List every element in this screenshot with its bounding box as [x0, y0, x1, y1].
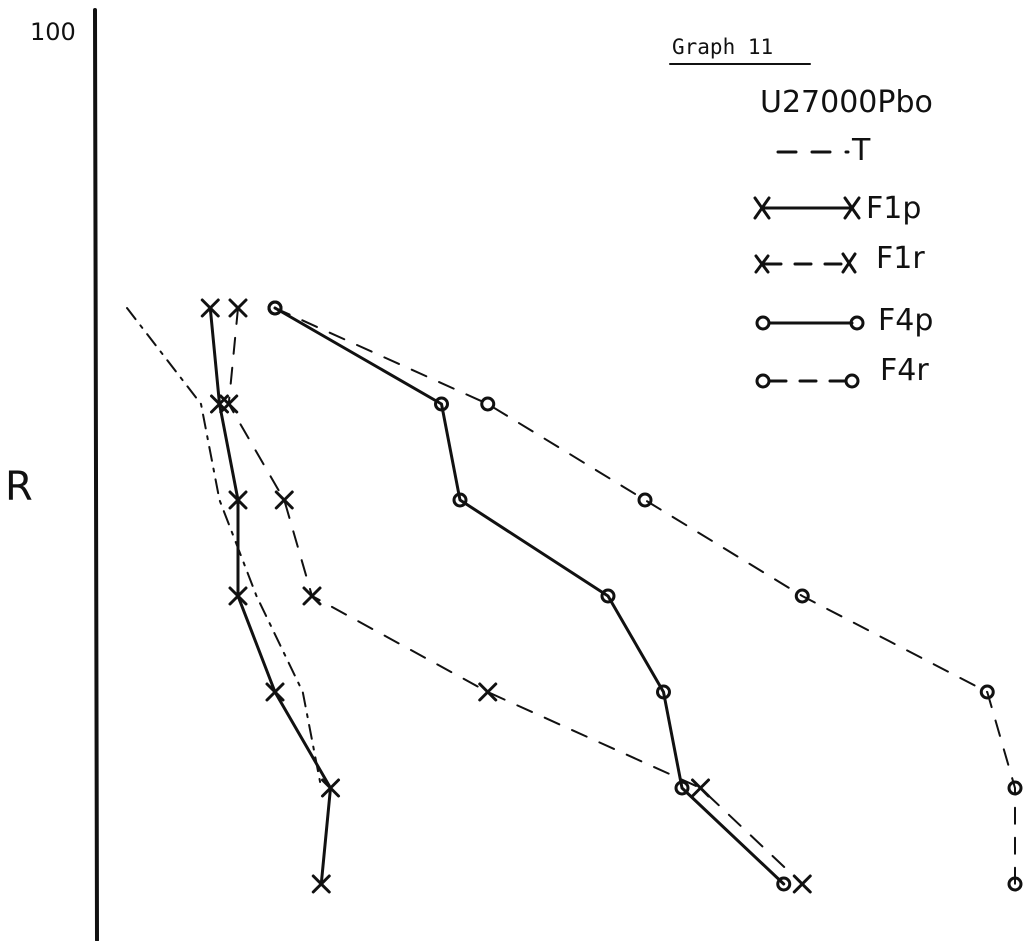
data-point-f4p-4	[600, 588, 616, 604]
legend-marker-f1p-a	[753, 196, 771, 220]
data-point-f4p-2	[434, 396, 449, 412]
data-point-f1r-5	[478, 682, 498, 702]
data-point-f1p-3	[228, 490, 248, 510]
y-axis-line	[93, 8, 99, 941]
legend-label-f4p: F4p	[878, 303, 933, 338]
data-point-f4r-7	[1007, 876, 1023, 892]
data-point-f1p-6	[321, 778, 340, 798]
data-point-f4r-3	[637, 492, 653, 508]
data-point-f4r-4	[794, 588, 810, 604]
data-point-f1p-4	[228, 586, 248, 606]
data-point-f4r-6	[1007, 780, 1023, 796]
data-point-f4p-5	[656, 684, 671, 700]
data-point-f1r-7	[792, 874, 812, 894]
chart-subtitle: U27000Pbo	[760, 85, 933, 120]
legend-marker-f1r-b	[841, 252, 857, 274]
data-point-f1r-2	[219, 394, 239, 414]
legend-marker-f4p-a	[755, 315, 771, 331]
legend-marker-f4p-b	[849, 315, 865, 331]
legend-label-f1r: F1r	[876, 241, 925, 276]
series-line-f4p	[273, 306, 786, 886]
legend-label-f1p: F1p	[866, 191, 921, 226]
data-point-f4r-1	[267, 300, 283, 316]
data-point-f1r-6	[691, 778, 710, 798]
series-line-f1r	[227, 307, 804, 885]
data-point-f4p-7	[776, 876, 792, 892]
data-point-f1p-7	[311, 874, 331, 894]
chart-title: Graph 11	[672, 35, 773, 59]
legend-label-f4r: F4r	[880, 353, 929, 388]
legend-marker-f1r-a	[754, 254, 770, 274]
y-axis-top-tick-label: 100	[30, 18, 76, 46]
data-point-f1p-1	[200, 298, 220, 318]
data-point-f4r-5	[979, 684, 995, 700]
data-point-f1r-3	[274, 490, 294, 510]
data-point-f1r-1	[228, 298, 248, 318]
data-point-f4r-2	[480, 396, 496, 412]
series-line-f4r	[274, 307, 1016, 885]
data-point-f1r-4	[302, 586, 322, 606]
legend-marker-f4r-a	[755, 373, 771, 389]
data-point-f4p-3	[452, 492, 468, 508]
legend-marker-f4r-b	[844, 373, 860, 389]
plot-area	[126, 298, 1023, 894]
legend-marker-f1p-b	[843, 196, 861, 220]
series-line-t	[126, 307, 323, 789]
legend-label-t: T	[851, 133, 871, 168]
data-point-f1p-5	[265, 682, 285, 702]
legend: T F1p F1r F4p F4r	[753, 133, 933, 389]
y-axis-label: R	[5, 464, 33, 510]
data-point-f4p-6	[674, 780, 690, 796]
